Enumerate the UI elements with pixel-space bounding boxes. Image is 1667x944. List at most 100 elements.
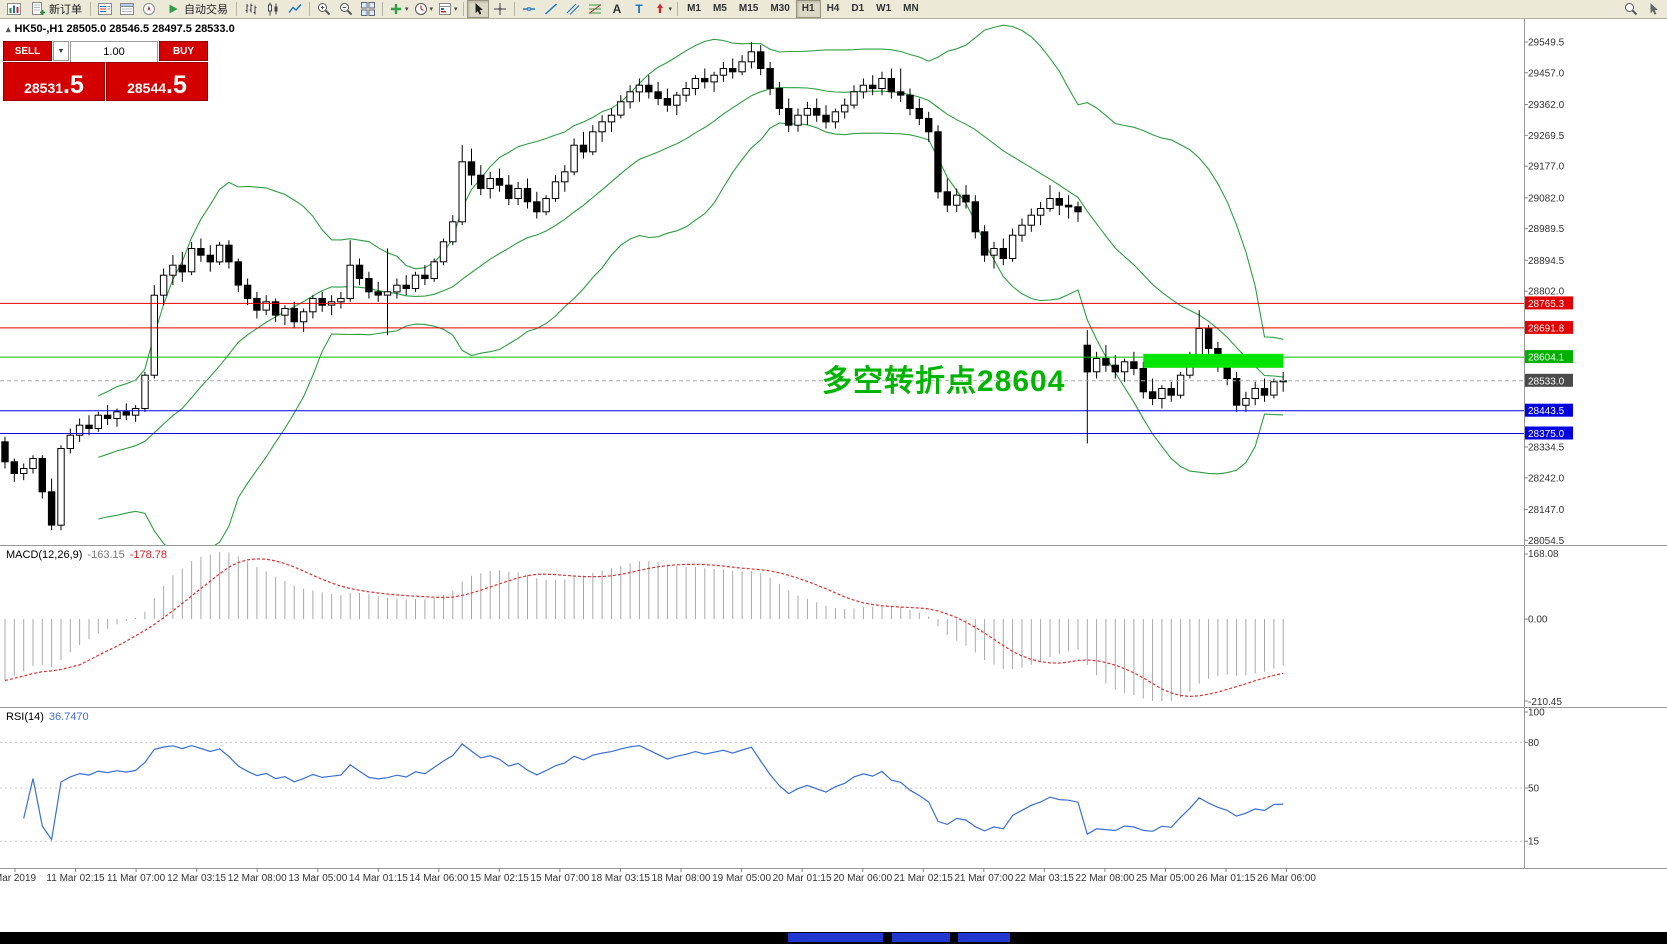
text-button[interactable]: A [606,0,628,18]
svg-text:15 Mar 02:15: 15 Mar 02:15 [470,873,529,884]
bollinger-bands [98,24,1284,545]
svg-text:28989.5: 28989.5 [1528,224,1565,235]
sell-button[interactable]: SELL [3,41,52,61]
svg-text:21 Mar 07:00: 21 Mar 07:00 [954,873,1013,884]
tile-windows-button[interactable] [357,0,379,18]
svg-text:15 Mar 07:00: 15 Mar 07:00 [530,873,589,884]
autotrading-button[interactable]: 自动交易 [160,0,233,18]
buy-price-box[interactable]: 28544.5 [106,62,208,101]
market-watch-button[interactable] [94,0,116,18]
macd-main-value: -163.15 [87,549,125,561]
trendline-button[interactable] [540,0,562,18]
svg-text:50: 50 [1528,784,1540,795]
new-chart-button[interactable] [3,0,25,18]
channel-button[interactable] [562,0,584,18]
svg-text:28147.0: 28147.0 [1528,505,1565,516]
sell-price-box[interactable]: 28531.5 [3,62,105,101]
svg-text:29082.0: 29082.0 [1528,193,1565,204]
taskbar-item[interactable] [788,933,883,942]
zoom-in-icon [318,3,331,16]
timeframe-h1-button[interactable]: H1 [795,0,821,18]
toolbar-separator [382,2,383,16]
volume-dropdown-button[interactable]: ▼ [53,41,69,61]
price-tag-28604.1: 28604.1 [1525,350,1573,364]
price-tag-28443.5: 28443.5 [1525,403,1573,417]
indicators-button[interactable]: ▾ [386,0,411,18]
chart-text-annotation[interactable]: 多空转折点28604 [822,365,1066,398]
svg-text:20 Mar 01:15: 20 Mar 01:15 [773,873,832,884]
toolbar-button-label: 新订单 [49,4,82,16]
timeframe-w1-button[interactable]: W1 [876,3,892,14]
svg-text:19 Mar 05:00: 19 Mar 05:00 [712,873,771,884]
candlestick-chart-icon [268,2,278,16]
svg-text:-210.45: -210.45 [1528,697,1562,708]
navigator-icon [143,3,155,15]
chevron-down-icon: ▾ [668,6,673,13]
rsi-axis[interactable]: 100 80 50 15 [1524,708,1545,848]
timeframe-m15-button[interactable]: M15 [738,3,759,14]
text-icon: A [612,2,621,16]
data-window-icon [120,3,134,15]
buy-button[interactable]: BUY [159,41,208,61]
svg-text:29177.0: 29177.0 [1528,162,1565,173]
timeframe-d1-button[interactable]: D1 [851,3,865,14]
bar-chart-button[interactable] [240,0,262,18]
timeframe-m5-button[interactable]: M5 [712,3,727,14]
data-window-button[interactable] [116,0,138,18]
periods-button[interactable]: ▾ [411,0,436,18]
zoom-out-button[interactable] [335,0,357,18]
crosshair-button[interactable] [489,0,511,18]
svg-text:80: 80 [1528,738,1540,749]
svg-text:28054.5: 28054.5 [1528,536,1565,547]
toolbar: 新订单 自动交易 ▾ ▾ ▾ A T ▾ M1 M5 M15 M30 H1 H4 D1 W1 MN [0,0,1667,19]
search-button[interactable] [1620,0,1642,18]
taskbar-item[interactable] [958,933,1010,942]
svg-text:0.00: 0.00 [1528,615,1548,626]
chevron-down-icon: ▾ [429,6,434,13]
svg-text:28691.8: 28691.8 [1528,323,1565,334]
timeframe-m30-button[interactable]: M30 [770,3,790,14]
chart-corner-icon: ▴ [6,23,11,34]
toolbar-separator [236,2,237,16]
svg-text:29362.0: 29362.0 [1528,100,1565,111]
templates-button[interactable]: ▾ [435,0,460,18]
candles [1,42,1287,531]
macd-signal-line [4,558,1284,698]
periods-icon [414,3,427,15]
highlight-rectangle[interactable] [1143,353,1284,368]
svg-text:28802.0: 28802.0 [1528,287,1565,298]
price-tag-28375.0: 28375.0 [1525,426,1573,440]
arrows-icon [656,3,663,13]
new-order-button[interactable]: 新订单 [25,0,87,18]
arrows-button[interactable]: ▾ [650,0,675,18]
svg-text:29457.0: 29457.0 [1528,68,1565,79]
svg-text:29549.5: 29549.5 [1528,38,1565,49]
line-chart-button[interactable] [284,0,306,18]
navigator-button[interactable] [138,0,160,18]
svg-text:T: T [635,2,643,16]
pointer-button[interactable] [1642,0,1664,18]
bar-chart-icon [245,3,257,15]
macd-axis[interactable]: 168.08 0.00 -210.45 [1524,549,1562,708]
volume-input[interactable] [70,41,158,63]
svg-text:20 Mar 06:00: 20 Mar 06:00 [833,873,892,884]
zoom-in-button[interactable] [313,0,335,18]
svg-text:25 Mar 05:00: 25 Mar 05:00 [1136,873,1195,884]
svg-text:A: A [612,2,621,16]
horizontal-line-button[interactable] [518,0,540,18]
fibonacci-button[interactable] [584,0,606,18]
price-axis[interactable]: 29549.5 29457.0 29362.0 29269.5 29177.0 29082… [1524,38,1565,547]
taskbar-item[interactable] [892,933,950,942]
candlestick-chart-button[interactable] [262,0,284,18]
taskbar[interactable] [0,932,1667,944]
rsi-indicator-label: RSI(14) 36.7470 [6,711,89,723]
label-button[interactable]: T [628,0,650,18]
svg-text:15: 15 [1528,837,1540,848]
cursor-button[interactable] [466,0,489,18]
timeframe-h4-button[interactable]: H4 [826,3,840,14]
timeframe-m1-button[interactable]: M1 [687,3,701,14]
svg-text:18 Mar 03:15: 18 Mar 03:15 [591,873,650,884]
timeframe-mn-button[interactable]: MN [903,3,919,14]
